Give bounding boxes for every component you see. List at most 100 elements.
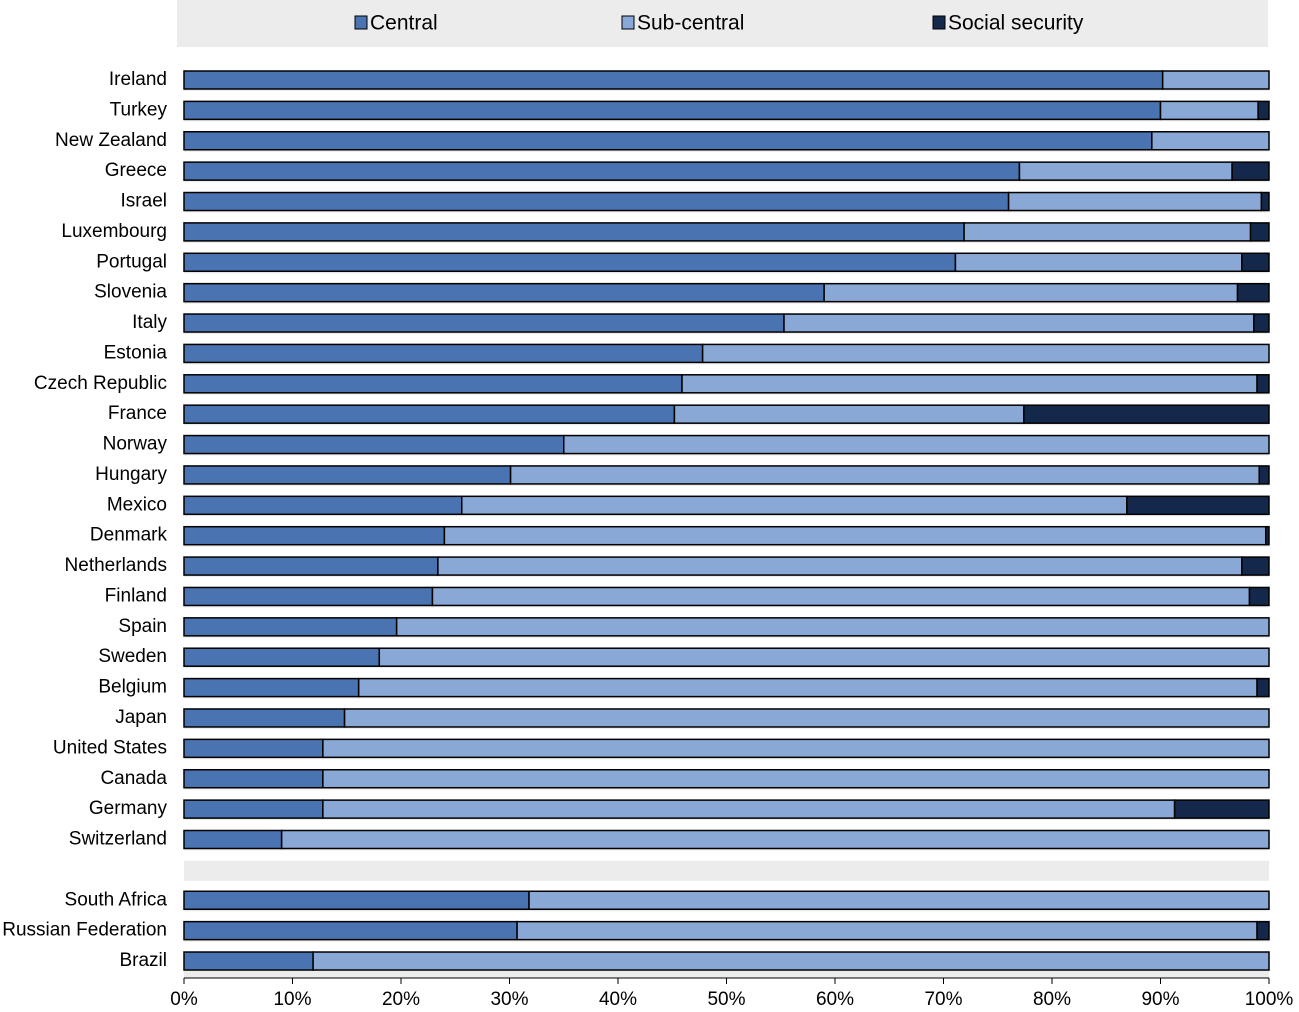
bar-segment [1264, 525, 1270, 546]
bar-segment [1173, 799, 1270, 819]
row-gap [184, 668, 1269, 679]
bar-segment [954, 252, 1243, 273]
bar-segment [343, 708, 1270, 728]
bar-segment [1248, 586, 1270, 607]
bar-segment [1258, 465, 1270, 485]
row-gap [184, 820, 1269, 831]
bar-segment [1256, 677, 1270, 698]
bar-segment [183, 131, 1153, 151]
bar-segment [183, 161, 1021, 181]
bar-segment [1126, 495, 1270, 516]
y-tick-label: Mexico [107, 494, 167, 515]
bar-segment [1257, 100, 1270, 121]
bar-segment [322, 799, 1176, 819]
bar-segment [183, 495, 463, 516]
bar-segment [280, 829, 1270, 850]
bar-segment [509, 465, 1260, 485]
row-gap [184, 698, 1269, 709]
x-tick-label: 70% [924, 989, 962, 1010]
bar-segment [1256, 920, 1270, 941]
bar-segment [1161, 70, 1270, 90]
row-gap [184, 394, 1269, 406]
bar-segment [183, 70, 1164, 90]
bar-segment [183, 829, 283, 850]
y-tick-label: South Africa [65, 889, 168, 910]
x-tick-label: 90% [1141, 989, 1179, 1010]
bar-segment [183, 647, 381, 667]
bar-segment [183, 677, 360, 698]
row-gap [184, 516, 1269, 527]
bar-segment [1018, 161, 1233, 181]
row-gap [184, 273, 1269, 284]
bar-segment [183, 100, 1162, 121]
row-gap [184, 607, 1269, 618]
x-tick-label: 80% [1033, 989, 1071, 1010]
y-tick-label: Estonia [104, 342, 168, 363]
x-tick-label: 50% [707, 989, 745, 1010]
bar-segment [681, 374, 1258, 394]
bar-segment [1256, 374, 1270, 394]
bar-segment [183, 222, 965, 242]
y-tick-label: Hungary [95, 464, 167, 485]
row-gap [184, 364, 1269, 375]
bar-segment [357, 677, 1258, 698]
row-gap [184, 941, 1269, 953]
bar-segment [1231, 161, 1270, 181]
bar-segment [395, 617, 1270, 637]
bar-segment [443, 525, 1267, 546]
x-tick-label: 0% [170, 989, 198, 1010]
row-gap [184, 728, 1269, 740]
bar-segment [183, 434, 565, 455]
legend-label: Central [370, 12, 438, 35]
y-tick-label: Denmark [90, 525, 168, 546]
y-tick-label: Italy [132, 312, 167, 333]
y-tick-label: Belgium [98, 677, 167, 698]
x-tick-label: 60% [816, 989, 854, 1010]
row-gap [184, 121, 1269, 132]
bar-segment [1007, 191, 1263, 212]
row-gap [184, 546, 1269, 558]
y-tick-label: Czech Republic [34, 373, 167, 394]
bar-segment [183, 586, 434, 607]
bar-segment [183, 313, 785, 333]
row-gap [184, 789, 1269, 801]
bar-segment [183, 282, 825, 303]
bar-segment [1151, 131, 1270, 151]
legend-label: Social security [948, 12, 1084, 35]
y-tick-label: France [108, 403, 167, 424]
bar-segment [783, 313, 1255, 333]
y-tick-label: Luxembourg [61, 221, 167, 242]
y-tick-label: Greece [105, 160, 167, 181]
bar-segment [1260, 191, 1270, 212]
bar-segment [437, 556, 1243, 576]
bar-segment [1253, 313, 1270, 333]
bar-segment [378, 647, 1270, 667]
bar-segment [1241, 252, 1270, 273]
legend-swatch [621, 15, 635, 30]
bar-segment [183, 951, 314, 971]
bar-segment [183, 252, 957, 273]
row-gap [184, 91, 1269, 102]
row-gap [184, 212, 1269, 223]
y-tick-label: Israel [121, 191, 167, 212]
bar-segment [1249, 222, 1270, 242]
row-gap [184, 151, 1269, 163]
y-tick-label: Switzerland [69, 829, 167, 850]
legend-label: Sub-central [637, 12, 744, 35]
bar-segment [823, 282, 1239, 303]
row-gap [184, 455, 1269, 466]
bar-segment [183, 343, 704, 364]
y-tick-label: Germany [89, 798, 168, 819]
bar-segment [516, 920, 1258, 941]
row-gap [184, 182, 1269, 193]
y-tick-label: Sweden [98, 646, 167, 667]
x-tick-label: 100% [1245, 989, 1294, 1010]
bar-segment [1241, 556, 1270, 576]
bar-segment [183, 768, 324, 789]
bar-segment [673, 404, 1025, 424]
y-tick-label: Japan [115, 707, 167, 728]
x-tick-label: 30% [490, 989, 528, 1010]
bar-segment [183, 890, 530, 911]
bar-segment [701, 343, 1270, 364]
